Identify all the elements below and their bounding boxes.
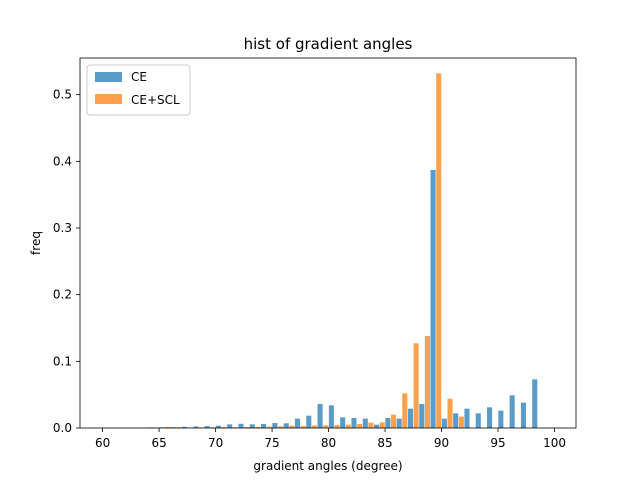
bar-ce-68 [193, 426, 199, 428]
bar-ce-scl-86 [402, 393, 408, 428]
bar-ce-84 [374, 424, 380, 428]
bar-ce-scl-74 [266, 426, 272, 428]
bar-ce-95 [498, 410, 504, 428]
bar-ce-scl-79 [323, 425, 329, 428]
legend-label-ce-scl: CE+SCL [131, 93, 180, 107]
bar-ce-71 [227, 424, 233, 428]
bar-ce-97 [520, 402, 527, 428]
y-tick-label-0.1: 0.1 [53, 354, 72, 368]
x-tick-label-85: 85 [377, 436, 392, 450]
x-axis-ticks: 60 65 70 75 80 85 90 95 100 [95, 428, 566, 450]
bar-ce-75 [272, 423, 278, 428]
bar-ce-89 [430, 170, 436, 428]
bar-ce-scl-76 [289, 425, 295, 428]
bar-ce-scl-90 [447, 398, 453, 428]
bar-ce-scl-83 [368, 422, 374, 428]
bar-ce-78 [306, 415, 312, 428]
legend: CE CE+SCL [86, 64, 191, 116]
bar-ce-scl-88 [424, 336, 430, 428]
bar-ce-86 [396, 418, 402, 428]
x-tick-label-65: 65 [151, 436, 166, 450]
bar-ce-90 [441, 418, 447, 428]
bar-ce-scl-77 [300, 426, 306, 428]
bar-ce-scl-91 [458, 416, 464, 428]
bar-ce-scl-81 [345, 424, 351, 428]
bar-ce-scl-65 [165, 427, 171, 428]
bar-ce-scl-82 [357, 424, 363, 428]
legend-swatch-ce-scl [95, 94, 122, 104]
y-tick-label-0.3: 0.3 [53, 221, 72, 235]
bar-ce-82 [351, 418, 357, 428]
bar-ce-70 [215, 425, 221, 428]
bar-ce-93 [475, 413, 481, 428]
bar-ce-scl-72 [244, 427, 250, 428]
bar-ce-67 [181, 426, 188, 428]
bar-ce-80 [328, 405, 334, 428]
x-tick-label-95: 95 [490, 436, 505, 450]
bar-ce-79 [317, 404, 323, 428]
y-tick-label-0.2: 0.2 [53, 288, 72, 302]
x-tick-label-80: 80 [321, 436, 336, 450]
bar-ce-76 [283, 423, 289, 428]
y-axis-ticks: 0.0 0.1 0.2 0.3 0.4 0.5 [53, 88, 80, 435]
bar-ce-73 [249, 424, 255, 428]
chart-title: hist of gradient angles [244, 35, 413, 53]
x-axis-label: gradient angles (degree) [253, 459, 402, 473]
bar-ce-scl-78 [311, 425, 317, 428]
plot-frame [79, 57, 577, 429]
bar-ce-69 [204, 426, 210, 428]
bar-ce-96 [509, 395, 515, 428]
bar-ce-94 [487, 407, 493, 428]
bar-ce-scl-73 [255, 426, 261, 428]
bar-ce-scl-89 [436, 73, 442, 428]
bar-ce-98 [532, 379, 538, 428]
bar-ce-88 [419, 404, 425, 428]
bar-ce-81 [340, 417, 346, 428]
x-tick-label-60: 60 [95, 436, 110, 450]
x-tick-label-70: 70 [208, 436, 223, 450]
x-tick-label-75: 75 [264, 436, 279, 450]
bar-ce-92 [464, 408, 470, 428]
y-tick-label-0: 0.0 [53, 421, 72, 435]
bars-group [102, 73, 538, 428]
bar-ce-scl-85 [390, 414, 397, 428]
bar-ce-83 [362, 418, 368, 428]
bar-ce-87 [407, 408, 414, 428]
bar-ce-scl-84 [379, 422, 385, 428]
bar-ce-scl-87 [413, 343, 419, 428]
y-tick-label-0.5: 0.5 [53, 88, 72, 102]
bar-ce-scl-80 [334, 425, 340, 428]
plot-area [80, 58, 576, 428]
legend-label-ce: CE [131, 70, 147, 84]
legend-swatch-ce [95, 72, 122, 82]
bar-ce-74 [261, 424, 267, 428]
y-axis-label: freq [29, 231, 43, 255]
bar-ce-scl-75 [278, 426, 284, 428]
x-tick-label-90: 90 [434, 436, 449, 450]
bar-ce-scl-70 [221, 427, 227, 428]
y-tick-label-0.4: 0.4 [53, 154, 72, 168]
bar-ce-91 [453, 413, 459, 428]
bar-ce-77 [294, 418, 301, 428]
bar-ce-85 [385, 418, 391, 428]
bar-ce-72 [238, 423, 244, 428]
x-tick-label-100: 100 [543, 436, 566, 450]
